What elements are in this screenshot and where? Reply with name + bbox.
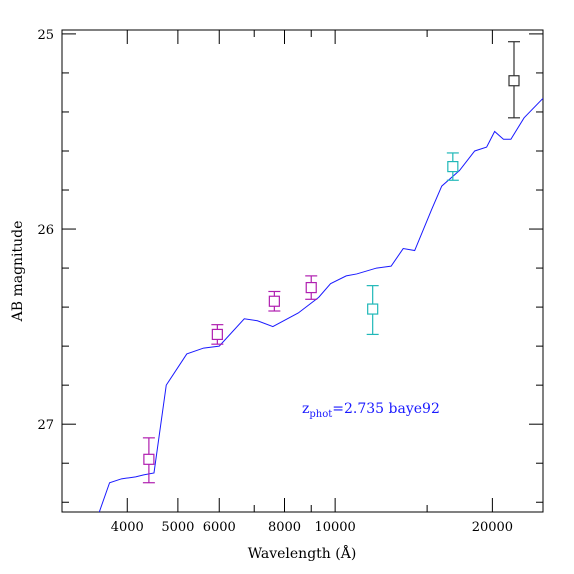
tick-label-layer: 25 26 27 4000 5000 6000 8000 10000 20000	[37, 28, 513, 535]
square-marker	[447, 160, 459, 173]
x-axis-label: Wavelength (Å)	[248, 544, 357, 562]
plot-frame	[61, 29, 544, 513]
photometry-point	[446, 152, 459, 181]
photometry-point	[507, 41, 520, 119]
square-marker	[211, 328, 223, 341]
tick-layer	[61, 30, 544, 512]
photometry-point	[366, 285, 379, 336]
square-marker	[143, 453, 155, 465]
annotation-subscript: phot	[309, 409, 332, 420]
series-layer	[98, 97, 543, 512]
square-marker	[367, 303, 379, 315]
redshift-annotation: zphot=2.735 baye92	[302, 401, 440, 420]
photometry-point	[142, 437, 155, 484]
x-tick-label: 6000	[203, 520, 236, 535]
y-tick-label: 26	[37, 223, 54, 238]
x-tick-label: 5000	[161, 520, 194, 535]
x-tick-label: 20000	[472, 520, 513, 535]
square-marker	[305, 281, 317, 294]
photometry-point	[268, 290, 281, 312]
square-marker	[268, 295, 280, 307]
annotation-prefix: z	[302, 401, 309, 417]
y-tick-label: 27	[37, 418, 54, 433]
x-tick-label: 8000	[268, 520, 301, 535]
y-tick-label: 25	[37, 28, 54, 43]
photometry-point	[211, 324, 224, 345]
square-marker	[508, 75, 520, 87]
points-layer	[142, 41, 520, 484]
x-tick-label: 4000	[111, 520, 144, 535]
photometry-point	[305, 275, 318, 300]
annotation-value: =2.735 baye92	[332, 401, 440, 417]
template-sed-line	[98, 97, 543, 512]
x-tick-label: 10000	[314, 520, 355, 535]
y-axis-label: AB magnitude	[10, 221, 26, 323]
